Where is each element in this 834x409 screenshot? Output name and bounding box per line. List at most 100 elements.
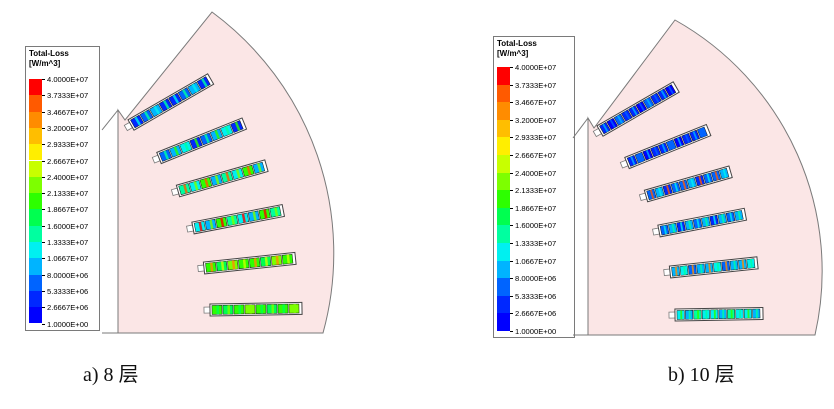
legend-swatch xyxy=(497,84,510,103)
conductor-hotspot xyxy=(671,223,676,233)
section-edge-line xyxy=(101,109,119,131)
stator-slot xyxy=(151,117,248,165)
stator-slot xyxy=(638,165,733,203)
legend-tick-label: 3.7333E+07 xyxy=(515,80,557,90)
legend-tick-mark xyxy=(510,260,513,262)
stator-section-b xyxy=(572,19,823,336)
conductor-hotspot xyxy=(713,309,716,319)
conductor-hotspot xyxy=(153,105,161,115)
legend-swatch xyxy=(497,225,510,243)
conductor-hotspot xyxy=(286,254,290,264)
conductor-hotspot xyxy=(722,168,727,179)
legend-tick-mark xyxy=(42,258,45,260)
conductor-hotspot xyxy=(730,309,733,319)
stator-slot xyxy=(668,306,764,322)
legend-swatch xyxy=(497,155,510,173)
legend-swatch xyxy=(497,243,510,261)
legend-swatch xyxy=(29,258,42,275)
legend-tick-mark xyxy=(42,209,45,211)
conductor-hotspot xyxy=(282,304,286,314)
legend-tick-mark xyxy=(42,176,45,178)
conductor-hotspot xyxy=(624,110,631,120)
legend-tick-label: 1.3333E+07 xyxy=(47,238,89,247)
conductor-hotspot xyxy=(201,78,208,88)
legend-tick-label: 4.0000E+07 xyxy=(515,63,557,72)
conductor-hotspot xyxy=(274,207,279,217)
legend-tick-label: 2.1333E+07 xyxy=(515,186,557,196)
conductor-hotspot xyxy=(724,261,728,271)
legend-tick-mark xyxy=(42,242,45,243)
conductor-hotspot xyxy=(657,187,663,197)
conductor-hotspot xyxy=(674,266,678,276)
conductor-hotspot xyxy=(688,310,691,320)
conductor-hotspot xyxy=(182,89,189,99)
legend-swatch xyxy=(497,172,510,191)
legend-panel-b: Total-Loss [W/m^3] 4.0000E+07 3.7333E+07 3… xyxy=(493,36,575,338)
legend-swatch xyxy=(29,176,42,194)
conductor-hotspot xyxy=(257,162,262,173)
conductor-hotspot xyxy=(747,309,750,319)
conductor-hotspot xyxy=(660,89,667,99)
legend-swatch xyxy=(29,307,42,324)
conductor-hotspot xyxy=(739,309,742,319)
conductor-hotspot xyxy=(214,175,220,185)
conductor-hotspot xyxy=(697,310,700,320)
caption-panel-b: b) 10 层 xyxy=(668,364,735,386)
conductor-hotspot xyxy=(750,258,753,269)
conductor-hotspot xyxy=(204,178,210,188)
conductor-hotspot xyxy=(667,85,674,95)
legend-swatch xyxy=(497,313,510,331)
conductor-hotspot xyxy=(134,116,142,126)
legend-tick-mark xyxy=(42,160,45,162)
legend-tick-label: 1.0667E+07 xyxy=(515,256,557,266)
conductor-hotspot xyxy=(220,217,225,227)
legend-tick-mark xyxy=(42,225,45,227)
conductor-hotspot xyxy=(224,125,231,136)
conductor-hotspot xyxy=(260,304,264,314)
legend-swatch xyxy=(29,160,42,177)
legend-swatch xyxy=(29,274,42,291)
conductor-hotspot xyxy=(684,134,690,144)
conductor-hotspot xyxy=(173,146,180,156)
conductor-hotspot xyxy=(230,215,236,225)
conductor-hotspot xyxy=(220,261,225,271)
legend-tick-label: 8.0000E+06 xyxy=(47,270,89,280)
conductor-hotspot xyxy=(191,83,199,93)
legend-tick-mark xyxy=(510,137,513,139)
legend-swatch xyxy=(497,260,510,279)
legend-panel-a: Total-Loss [W/m^3] 4.0000E+07 3.7333E+07 3… xyxy=(25,46,100,331)
conductor-hotspot xyxy=(690,178,695,188)
conductor-hotspot xyxy=(699,264,703,274)
conductor-hotspot xyxy=(209,219,214,230)
stator-slot xyxy=(170,159,269,198)
legend-tick-label: 1.6000E+07 xyxy=(47,221,89,231)
conductor-hotspot xyxy=(183,142,190,152)
conductor-hotspot xyxy=(696,218,700,228)
conductor-hotspot xyxy=(183,184,188,194)
conductor-hotspot xyxy=(609,119,616,129)
legend-tick-mark xyxy=(510,155,513,156)
legend-tick-label: 2.4000E+07 xyxy=(47,172,89,182)
legend-tick-label: 2.4000E+07 xyxy=(515,168,557,178)
conductor-hotspot xyxy=(238,304,242,315)
legend-tick-label: 1.8667E+07 xyxy=(515,203,557,213)
conductor-hotspot xyxy=(704,217,709,227)
section-edge-line xyxy=(572,117,589,139)
legend-tick-label: 5.3333E+06 xyxy=(47,286,89,296)
conductor-hotspot xyxy=(649,189,655,199)
conductor-hotspot xyxy=(172,94,180,104)
conductor-hotspot xyxy=(721,213,725,224)
conductor-hotspot xyxy=(688,220,692,230)
legend-tick-mark xyxy=(510,278,513,280)
conductor-hotspot xyxy=(293,303,297,314)
legend-swatch xyxy=(497,137,510,155)
legend-tick-label: 1.0000E+00 xyxy=(515,327,557,336)
legend-tick-mark xyxy=(510,225,513,227)
conductor-hotspot xyxy=(252,211,257,221)
legend-tick-label: 1.8667E+07 xyxy=(47,205,89,215)
legend-unit: [W/m^3] xyxy=(497,49,529,58)
legend-tick-label: 3.2000E+07 xyxy=(47,123,89,133)
legend-tick-label: 3.7333E+07 xyxy=(47,91,89,101)
legend-tick-label: 1.6000E+07 xyxy=(515,221,557,231)
